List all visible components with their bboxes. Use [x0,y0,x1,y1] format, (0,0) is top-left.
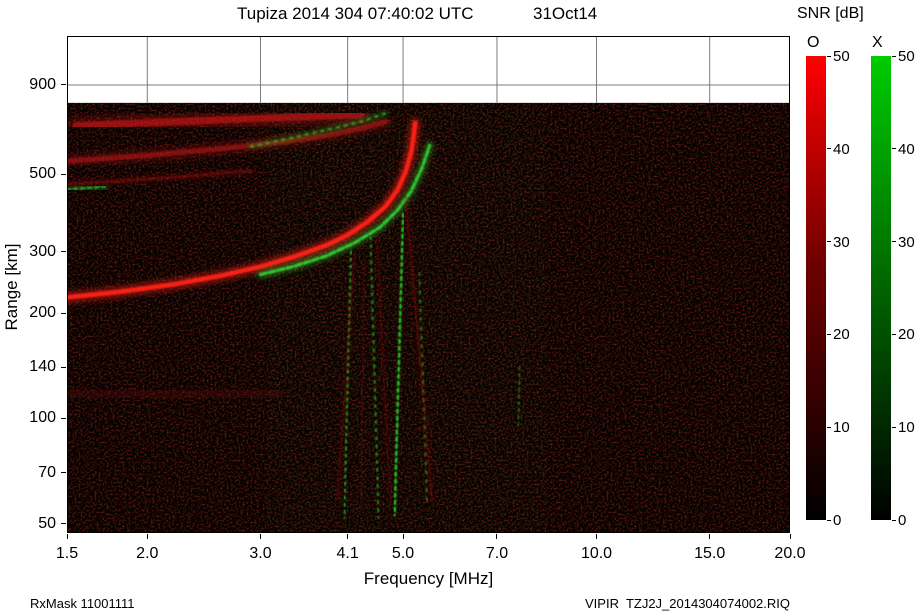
x-tick-label: 3.0 [249,545,272,562]
x-tick-mark [709,534,711,539]
o-colorbar-tick-mark [827,241,831,243]
x-tick-label: 2.0 [136,545,159,562]
x-colorbar-tick-label: 50 [898,48,915,65]
o-colorbar-tick-mark [827,426,831,428]
x-axis-label: Frequency [MHz] [363,569,494,588]
x-colorbar-gradient [871,56,891,520]
x-tick-mark [402,534,404,539]
x-colorbar-tick-label: 10 [898,419,915,437]
o-colorbar-tick-label: 40 [833,140,850,158]
y-tick-label: 900 [29,75,56,93]
o-colorbar-tick-mark [827,333,831,335]
x-colorbar-tick-label: 0 [898,512,907,529]
y-tick-label: 70 [38,463,56,481]
y-tick-mark [61,84,66,86]
trace-spread-echo-high [72,111,365,130]
trace-f-layer-o-mode [67,120,418,300]
o-colorbar-tick-label: 10 [833,419,850,437]
trace-f-layer-x-mode [259,143,432,277]
snr-colorbar-title: SNR [dB] [797,5,864,22]
x-colorbar-tick-mark [892,426,896,428]
x-tick-mark [347,534,349,539]
no-data-band [67,36,790,103]
y-tick-mark [61,173,66,175]
gridlines [67,36,790,103]
y-tick-label: 140 [29,358,56,376]
ionogram-plot [67,36,790,533]
x-tick-label: 20.0 [774,545,806,562]
trace-left-edge-x-blip [67,185,107,191]
x-tick-mark [66,534,68,539]
date-label: 31Oct14 [533,4,598,23]
x-tick-label: 10.0 [580,545,613,562]
trace-spread-echo-low-faint [67,169,253,186]
x-tick-label: 7.0 [485,545,509,562]
x-tick-label: 15.0 [694,545,726,562]
y-tick-mark [61,366,66,368]
plot-frame [67,36,790,533]
x-colorbar-tick-mark [892,241,896,243]
trace-oblique-scatter-a [336,251,355,502]
trace-oblique-scatter-c [405,196,433,502]
y-tick-label: 100 [29,409,56,427]
column-red-interference-4-35-mhz [360,261,365,510]
x-colorbar-tick-mark [892,519,896,521]
y-tick-label: 500 [29,165,56,183]
o-mode-label: O [807,34,820,51]
y-axis-label: Range [km] [2,243,21,331]
y-tick-mark [61,417,66,419]
o-colorbar-tick-label: 50 [833,48,850,65]
x-colorbar-tick-label: 40 [898,140,915,158]
o-colorbar-tick-mark [827,519,831,521]
x-tick-label: 1.5 [55,545,79,562]
x-tick-label: 4.1 [336,545,359,562]
x-colorbar-tick-mark [892,55,896,57]
echo-traces [67,105,434,508]
y-tick-mark [61,472,66,474]
y-tick-mark [61,523,66,525]
y-tick-mark [61,312,66,314]
o-colorbar-tick-label: 30 [833,233,850,251]
x-colorbar-tick-mark [892,333,896,335]
trace-glow-upper-x-mode-scatter [248,110,389,150]
x-tick-mark [259,534,261,539]
x-tick-mark [789,534,791,539]
column-green-scatter-5-35-mhz [418,272,429,503]
trace-diffuse-patch-low-left [67,379,281,409]
x-tick-mark [496,534,498,539]
x-colorbar-tick-mark [892,148,896,150]
y-tick-mark [61,251,66,253]
o-colorbar-tick-label: 0 [833,512,842,529]
rxmask-label: RxMask 11001111 [30,596,135,611]
x-tick-label: 5.0 [391,545,415,562]
o-colorbar-tick-mark [827,148,831,150]
y-tick-label: 200 [29,304,56,322]
y-tick-label: 50 [38,514,56,532]
o-colorbar-tick-mark [827,55,831,57]
y-tick-label: 300 [29,242,56,260]
o-colorbar-tick-label: 20 [833,326,850,344]
column-green-blip-7-6-mhz [517,366,521,428]
trace-glow-left-edge-x-blip [67,183,109,193]
interference-columns [343,140,521,525]
filename-label: VIPIR TZJ2J_2014304074002.RIQ [585,596,790,611]
trace-oblique-scatter-b [376,234,392,507]
x-colorbar-tick-label: 30 [898,233,915,251]
page-title: Tupiza 2014 304 07:40:02 UTC [237,4,474,23]
x-tick-mark [596,534,598,539]
column-green-scatter-4-95-mhz [393,212,405,517]
o-colorbar-gradient [806,56,826,520]
column-green-scatter-4-5-mhz [369,236,380,519]
x-mode-label: X [872,34,883,51]
x-tick-mark [146,534,148,539]
x-colorbar-tick-label: 20 [898,326,915,344]
